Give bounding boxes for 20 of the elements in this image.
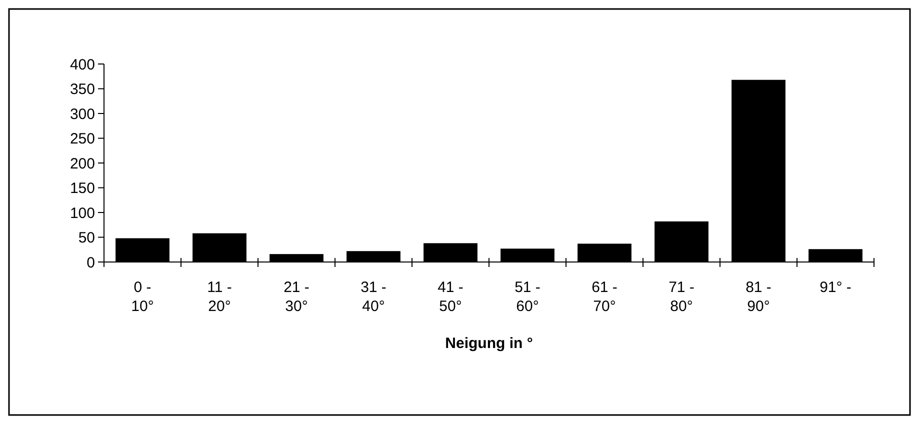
x-tick-label: 0 - 10° xyxy=(131,279,154,315)
x-tick-label: 11 - 20° xyxy=(207,279,232,315)
x-tick-label: 51 - 60° xyxy=(514,279,540,315)
x-tick-label: 61 - 70° xyxy=(592,279,618,315)
y-tick-label: 0 xyxy=(86,254,95,272)
y-tick-label: 400 xyxy=(70,56,95,74)
x-tick-label: 31 - 40° xyxy=(360,279,386,315)
x-tick-label: 41 - 50° xyxy=(438,279,464,315)
y-tick-label: 250 xyxy=(70,130,95,148)
y-tick-label: 50 xyxy=(78,230,95,246)
x-tick-label: 21 - 30° xyxy=(284,279,310,315)
y-tick-label: 150 xyxy=(70,180,95,197)
x-tick-label: 91° - xyxy=(820,279,852,296)
y-tick-label: 200 xyxy=(70,155,95,172)
y-tick-label: 350 xyxy=(70,81,95,98)
x-tick-label: 71 - 80° xyxy=(668,279,694,315)
y-tick-label: 300 xyxy=(70,106,95,123)
x-tick-label: 81 - 90° xyxy=(746,279,772,315)
x-axis-title: Neigung in ° xyxy=(445,335,533,352)
y-tick-label: 100 xyxy=(70,204,95,222)
